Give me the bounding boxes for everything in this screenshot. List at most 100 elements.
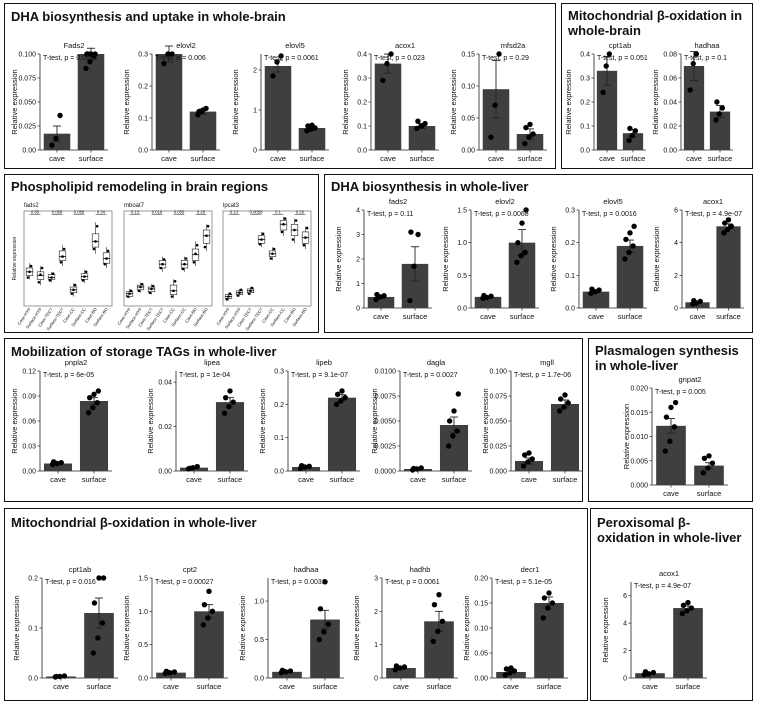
data-point (623, 236, 629, 243)
data-point (137, 289, 141, 293)
data-point (622, 256, 628, 262)
data-point (203, 245, 207, 249)
plot-frame (123, 210, 213, 307)
y-tick-label: 2 (374, 609, 378, 616)
data-point (714, 99, 720, 105)
data-point (270, 73, 276, 79)
data-point (59, 261, 63, 264)
x-tick-label: surface (410, 154, 435, 163)
data-point (249, 289, 252, 293)
chart-title: cpt1ab (609, 41, 632, 50)
data-point (700, 470, 706, 476)
data-point (515, 239, 521, 246)
data-point (72, 288, 75, 292)
data-point (540, 615, 546, 621)
y-tick-label: 0.0000 (375, 469, 397, 476)
bar-surface (79, 401, 109, 471)
data-point (192, 261, 196, 264)
data-point (128, 292, 131, 295)
data-point (325, 621, 332, 627)
data-point (139, 285, 142, 289)
chart-title: lipea (204, 358, 221, 367)
bar-surface (716, 226, 741, 308)
data-point (39, 273, 42, 276)
data-point (488, 293, 494, 299)
bar-surface (622, 133, 644, 150)
bracket-label: 0.13 (230, 210, 239, 215)
chart-title: Fads2 (64, 41, 85, 50)
bar-surface (550, 404, 580, 471)
data-point (439, 618, 446, 625)
data-point (230, 399, 236, 405)
data-point (196, 108, 202, 115)
bar-surface (215, 402, 245, 471)
data-point (322, 579, 328, 585)
data-point (227, 388, 233, 394)
y-tick-label: 1 (374, 642, 378, 649)
x-tick-label: cave (690, 312, 706, 321)
bar-surface (516, 134, 544, 150)
y-axis-label: Relative expression (481, 388, 490, 453)
data-point (201, 601, 208, 608)
data-point (514, 259, 520, 265)
data-point (37, 280, 41, 284)
bar-cave (514, 461, 544, 471)
x-tick-label: surface (518, 154, 543, 163)
y-tick-label: 4 (356, 208, 360, 215)
stat-label: T-test, p = 6e-05 (43, 372, 94, 379)
data-point (94, 240, 97, 243)
x-tick-label: surface (442, 475, 467, 484)
data-point (53, 673, 60, 680)
bar-cave (43, 463, 73, 471)
y-tick-label: 0 (356, 306, 360, 313)
data-point (716, 111, 722, 117)
data-point (53, 135, 59, 142)
data-point (410, 465, 417, 472)
chart-hadhaa: 0.00 0.02 0.04 0.06 0.08 cave surface hadhaa T-t… (651, 41, 733, 163)
data-point (99, 620, 106, 626)
y-axis-label: Relative expression (10, 388, 19, 453)
bracket-label: 0.89 (31, 210, 40, 215)
chart-group: 0.0 0.1 0.2 0.3 0.4 cave surface cpt1ab T-test, … (564, 41, 648, 163)
chart-lipea: 0.00 0.02 0.04 cave surface lipea T-test, p = … (146, 358, 248, 484)
bracket-label: 0.069 (52, 210, 63, 215)
data-point (206, 588, 212, 595)
y-tick-label: 0.3 (274, 369, 284, 376)
y-tick-label: 1.0 (457, 240, 467, 247)
data-point (596, 287, 602, 293)
chart-group: 0.0 0.1 0.2 0.3 cave surface lipeb T-test, p = … (258, 358, 360, 484)
y-axis-label: Relative expression (370, 388, 379, 453)
stat-label: T-test, p = 9.1e-07 (291, 372, 348, 379)
data-point (561, 404, 567, 410)
data-point (492, 102, 498, 108)
y-tick-label: 0.00 (474, 676, 488, 683)
x-tick-label: cave (186, 475, 202, 484)
data-point (90, 404, 96, 411)
data-point (205, 234, 208, 237)
data-point (306, 463, 312, 470)
y-tick-label: 0 (674, 306, 678, 313)
data-point (525, 459, 531, 465)
data-point (49, 142, 55, 148)
y-tick-label: 0.08 (663, 52, 677, 59)
data-point (523, 124, 529, 131)
data-point (508, 665, 514, 671)
data-point (672, 399, 679, 406)
data-point (287, 668, 294, 674)
data-point (411, 263, 417, 270)
y-tick-label: 0.1 (274, 435, 284, 442)
stat-label: T-test, p = 1e-04 (179, 372, 230, 379)
data-point (48, 279, 52, 282)
data-point (173, 280, 177, 283)
bar-surface (327, 397, 357, 471)
y-tick-label: 0.04 (663, 100, 677, 107)
y-tick-label: 0.1 (28, 626, 38, 633)
data-point (334, 391, 341, 398)
data-point (239, 288, 243, 292)
x-tick-label: cave (53, 682, 69, 691)
y-tick-label: 0.0 (28, 676, 38, 683)
data-point (150, 287, 153, 291)
data-point (247, 292, 251, 295)
chart-Fads2: 0.00 0.025 0.050 0.075 0.100 cave surface Fads2… (10, 41, 108, 163)
data-point (446, 418, 453, 424)
